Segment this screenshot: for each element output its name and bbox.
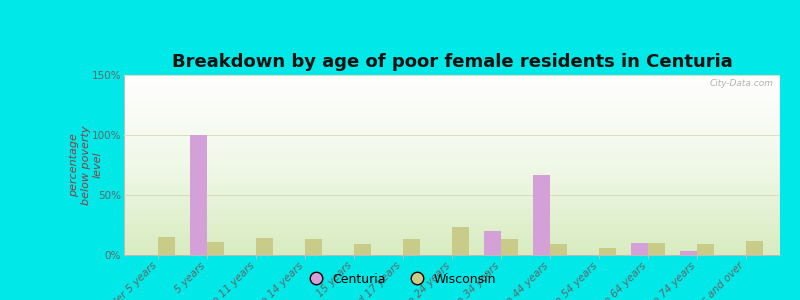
Y-axis label: percentage
below poverty
level: percentage below poverty level bbox=[70, 125, 102, 205]
Title: Breakdown by age of poor female residents in Centuria: Breakdown by age of poor female resident… bbox=[172, 53, 732, 71]
Bar bbox=[452, 227, 469, 255]
Bar bbox=[599, 248, 616, 255]
Bar bbox=[158, 237, 175, 255]
Bar bbox=[207, 242, 224, 255]
Bar bbox=[305, 239, 322, 255]
Bar bbox=[746, 241, 763, 255]
Bar bbox=[403, 239, 420, 255]
Bar bbox=[190, 135, 207, 255]
Bar bbox=[501, 239, 518, 255]
Text: City-Data.com: City-Data.com bbox=[710, 79, 774, 88]
Legend: Centuria, Wisconsin: Centuria, Wisconsin bbox=[299, 268, 501, 291]
Bar bbox=[484, 231, 501, 255]
Bar bbox=[630, 243, 648, 255]
Bar bbox=[697, 244, 714, 255]
Bar bbox=[550, 244, 567, 255]
Bar bbox=[680, 251, 697, 255]
Bar bbox=[256, 238, 274, 255]
Bar bbox=[354, 244, 371, 255]
Bar bbox=[533, 175, 550, 255]
Bar bbox=[648, 243, 665, 255]
